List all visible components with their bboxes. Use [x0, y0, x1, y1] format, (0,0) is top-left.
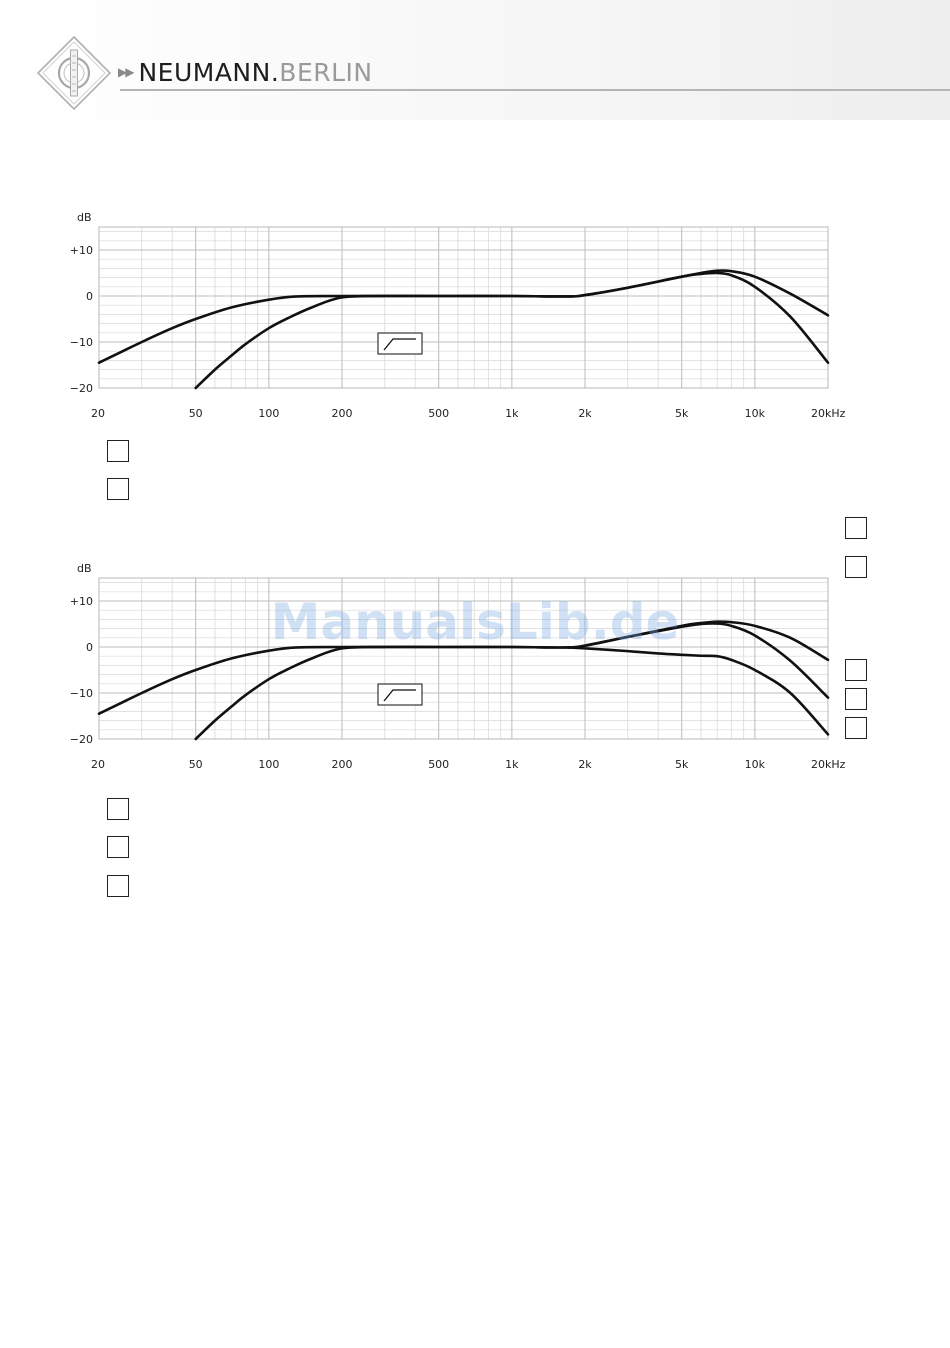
brand-wordmark: ▶▶ NEUMANN. BERLIN	[118, 56, 373, 88]
response-curve-1	[97, 620, 830, 715]
response-curve-2	[194, 622, 830, 741]
x-tick-label: 50	[189, 407, 203, 420]
y-axis-label: dB	[77, 562, 92, 575]
response-curve-3	[566, 646, 830, 736]
legend-box-below-1	[107, 798, 129, 820]
x-tick-label: 20	[91, 407, 105, 420]
x-tick-label: 50	[189, 758, 203, 771]
x-tick-label: 500	[428, 758, 449, 771]
x-tick-label: 500	[428, 407, 449, 420]
x-tick-label: 10k	[745, 407, 766, 420]
legend-box-below-2	[107, 478, 129, 500]
neumann-logo-icon	[37, 36, 111, 110]
minor-gridlines	[99, 578, 828, 740]
high-pass-filter-icon	[377, 332, 423, 355]
y-tick-label: −20	[70, 733, 93, 746]
x-tick-label: 2k	[578, 758, 592, 771]
y-tick-label: +10	[70, 595, 93, 608]
x-tick-label: 1k	[505, 407, 519, 420]
x-tick-label: 5k	[675, 758, 689, 771]
x-tick-label: 20kHz	[811, 407, 846, 420]
x-tick-label: 200	[332, 758, 353, 771]
y-axis-label: dB	[77, 211, 92, 224]
brand-city: BERLIN	[279, 57, 373, 87]
x-tick-label: 100	[258, 758, 279, 771]
response-curve-1	[97, 269, 830, 364]
x-tick-label: 100	[258, 407, 279, 420]
y-tick-label: 0	[86, 290, 93, 303]
chart-svg: dB +10 0 −10 −20 20 50 100 200 500 1k 2k 5k 10k 20kHz	[70, 562, 846, 771]
x-tick-label: 2k	[578, 407, 592, 420]
y-tick-label: 0	[86, 641, 93, 654]
frequency-response-chart-2: dB +10 0 −10 −20 20 50 100 200 500 1k 2k 5k 10k 20kHz	[0, 551, 950, 911]
chart-svg: dB +10 0 −10 −20 20 50 100 200 500 1k 2k 5k 10k 20kHz	[70, 211, 846, 420]
y-tick-label: −20	[70, 382, 93, 395]
header-divider	[120, 89, 950, 91]
double-chevron-icon: ▶▶	[118, 65, 135, 79]
legend-box-right-2	[845, 556, 867, 578]
x-tick-label: 20kHz	[811, 758, 846, 771]
legend-box-below-3	[107, 875, 129, 897]
minor-gridlines	[99, 227, 828, 389]
y-tick-label: −10	[70, 687, 93, 700]
plot-frame	[98, 226, 829, 389]
legend-box-right-2	[845, 688, 867, 710]
x-tick-label: 1k	[505, 758, 519, 771]
x-tick-label: 10k	[745, 758, 766, 771]
frequency-response-chart-1: dB +10 0 −10 −20 20 50 100 200 500 1k 2k 5k 10k 20kHz	[0, 200, 950, 578]
plot-frame	[98, 577, 829, 740]
y-tick-label: +10	[70, 244, 93, 257]
x-tick-label: 5k	[675, 407, 689, 420]
legend-box-right-3	[845, 717, 867, 739]
legend-box-below-2	[107, 836, 129, 858]
legend-box-right-1	[845, 517, 867, 539]
legend-box-right-1	[845, 659, 867, 681]
header-background	[0, 0, 950, 120]
brand-name: NEUMANN.	[138, 57, 280, 87]
high-pass-filter-icon	[377, 683, 423, 706]
legend-box-below-1	[107, 440, 129, 462]
y-tick-label: −10	[70, 336, 93, 349]
x-tick-label: 200	[332, 407, 353, 420]
response-curve-2	[194, 271, 830, 390]
x-tick-label: 20	[91, 758, 105, 771]
